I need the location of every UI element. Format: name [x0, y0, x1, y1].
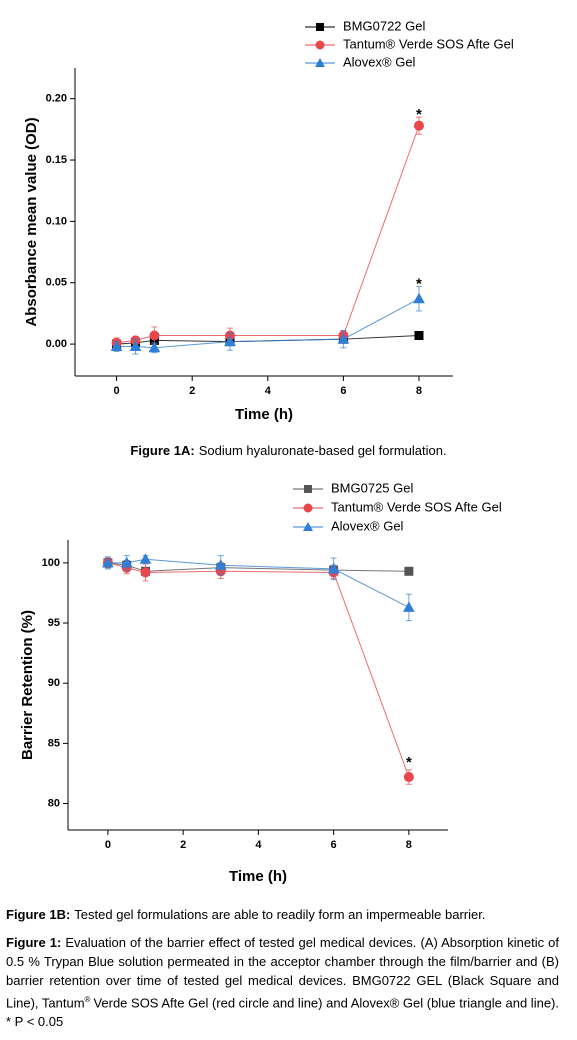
- y-tick-label: 90: [48, 677, 60, 689]
- legend-label: BMG0722 Gel: [343, 18, 425, 33]
- marker: [148, 341, 161, 353]
- caption-sup: ®: [84, 995, 91, 1004]
- marker: [140, 567, 151, 578]
- x-tick-label: 2: [189, 385, 195, 397]
- x-tick-label: 8: [416, 385, 422, 397]
- marker: [214, 559, 227, 570]
- marker: [327, 562, 340, 574]
- legend-label: Tantum® Verde SOS Afte Gel: [331, 499, 502, 514]
- caption-1b: Figure 1B: Tested gel formulations are ab…: [6, 905, 571, 924]
- x-tick-label: 2: [180, 839, 186, 851]
- x-axis-title: Time (h): [235, 406, 293, 423]
- marker: [110, 340, 123, 352]
- marker: [139, 553, 152, 564]
- legend-marker: [303, 522, 313, 531]
- legend-label: Tantum® Verde SOS Afte Gel: [343, 36, 514, 51]
- x-tick-label: 0: [114, 385, 120, 397]
- series-line: [107, 562, 409, 572]
- y-tick-label: 0.20: [46, 93, 67, 105]
- x-axis-title: Time (h): [229, 868, 287, 885]
- marker: [129, 340, 142, 352]
- marker: [413, 120, 424, 131]
- legend-label: Alovex® Gel: [343, 54, 416, 69]
- series-line: [116, 125, 420, 344]
- annotation: *: [416, 275, 422, 292]
- marker: [120, 556, 133, 568]
- y-axis-title: Barrier Retention (%): [19, 610, 36, 760]
- x-tick-label: 4: [265, 385, 272, 397]
- legend-marker: [315, 40, 325, 50]
- marker: [404, 566, 414, 576]
- y-tick-label: 0.00: [46, 338, 67, 350]
- annotation: *: [416, 106, 422, 123]
- marker: [414, 331, 424, 341]
- marker: [224, 335, 236, 347]
- series-line: [107, 562, 410, 778]
- y-tick-label: 0.10: [46, 215, 67, 227]
- y-tick-label: 100: [42, 557, 60, 569]
- caption-text: Verde SOS Afte Gel (red circle and line)…: [6, 995, 559, 1030]
- caption-label: Figure 1B:: [6, 907, 71, 922]
- x-tick-label: 6: [340, 385, 346, 397]
- y-tick-label: 80: [48, 797, 60, 809]
- marker: [102, 556, 114, 568]
- marker: [337, 333, 350, 344]
- marker: [403, 601, 415, 612]
- y-tick-label: 95: [48, 617, 60, 629]
- caption-text: Evaluation of the barrier effect of test…: [6, 935, 559, 1011]
- caption-text: Sodium hyaluronate-based gel formulation…: [198, 443, 447, 458]
- caption-1: Figure 1: Evaluation of the barrier effec…: [6, 933, 559, 1031]
- marker: [413, 292, 425, 304]
- y-tick-label: 0.05: [46, 277, 67, 289]
- caption-label: Figure 1A:: [130, 443, 195, 458]
- legend-marker: [304, 485, 312, 493]
- legend-label: BMG0725 Gel: [331, 480, 413, 495]
- legend-label: Alovex® Gel: [331, 518, 404, 533]
- series-line: [116, 335, 420, 345]
- y-axis-title: Absorbance mean value (OD): [23, 117, 40, 326]
- marker: [403, 772, 414, 783]
- figure: 0.00 0.05 0.10 0.15 0.20 0 2 4 6 8 Time (h) Absorba…: [19, 18, 514, 885]
- legend-marker: [303, 503, 313, 513]
- y-tick-label: 0.15: [46, 154, 67, 166]
- x-tick-label: 4: [255, 839, 262, 851]
- x-tick-label: 0: [105, 839, 111, 851]
- y-tick-label: 85: [48, 737, 60, 749]
- legend-marker: [315, 58, 325, 67]
- x-tick-label: 6: [331, 839, 337, 851]
- marker: [149, 330, 160, 341]
- caption-1a: Figure 1A: Sodium hyaluronate-based gel f…: [0, 441, 577, 460]
- annotation: *: [406, 754, 412, 771]
- caption-label: Figure 1:: [6, 935, 62, 950]
- legend-marker: [316, 23, 324, 31]
- caption-text: Tested gel formulations are able to read…: [74, 907, 486, 922]
- series-line: [107, 558, 410, 608]
- x-tick-label: 8: [406, 839, 412, 851]
